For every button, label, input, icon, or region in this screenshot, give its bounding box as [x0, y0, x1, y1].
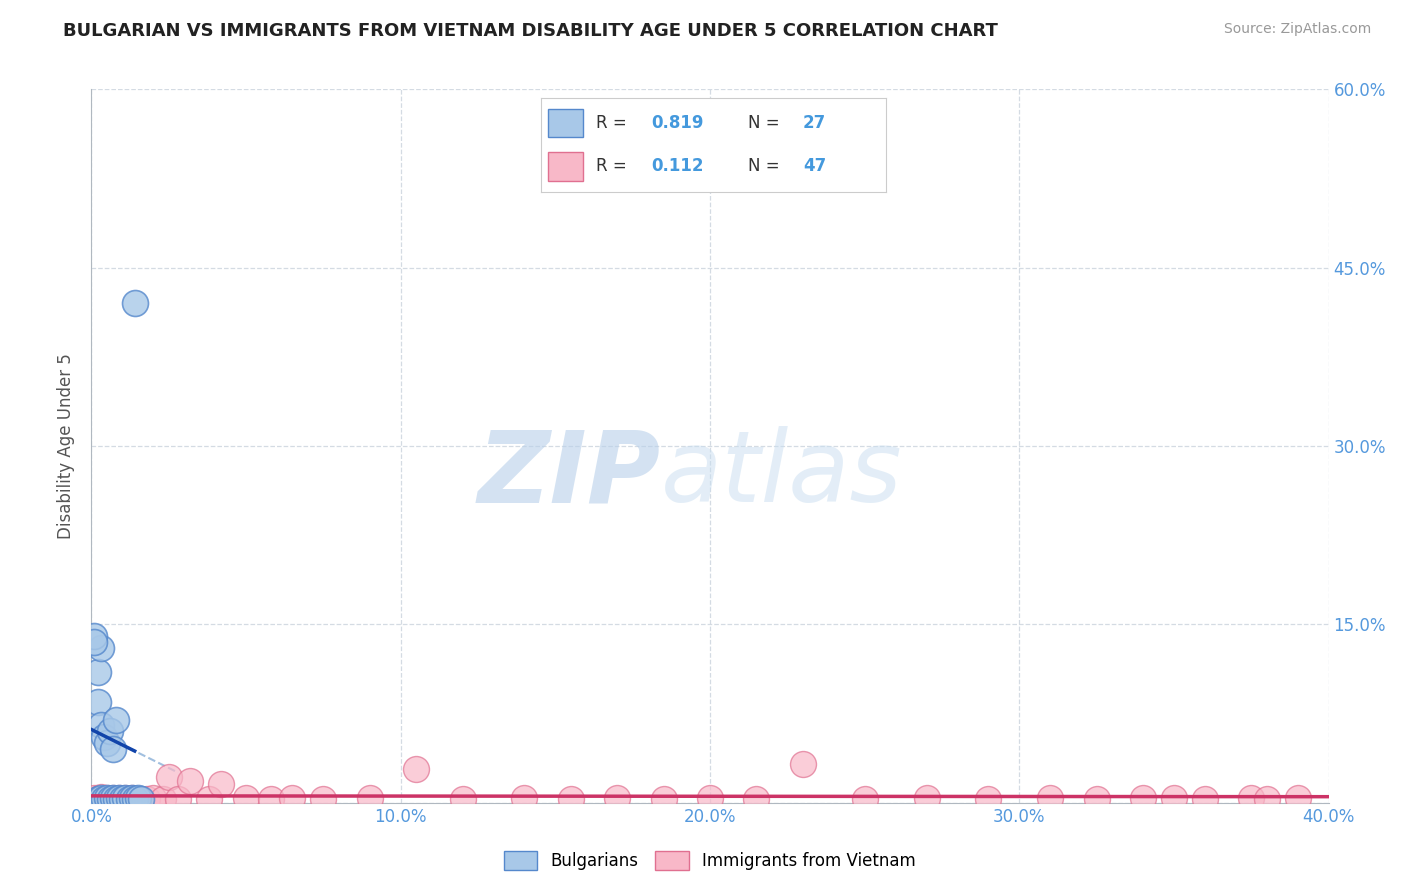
Point [93, 792, 115, 806]
Point [209, 777, 232, 791]
Point [652, 792, 675, 806]
Point [101, 791, 124, 805]
Text: N =: N = [748, 114, 785, 132]
Point [96, 791, 118, 805]
Point [111, 792, 134, 806]
Point [83, 629, 105, 643]
Text: R =: R = [596, 114, 633, 132]
Point [560, 792, 582, 806]
Point [105, 792, 128, 806]
Point [121, 791, 143, 805]
Point [977, 792, 1000, 806]
Point [93, 731, 115, 745]
Text: atlas: atlas [661, 426, 903, 523]
Point [93, 792, 115, 806]
Legend: Bulgarians, Immigrants from Vietnam: Bulgarians, Immigrants from Vietnam [498, 844, 922, 877]
Point [96, 736, 118, 750]
Point [198, 792, 221, 806]
Point [83, 791, 105, 805]
Point [853, 792, 876, 806]
Point [86, 695, 108, 709]
Point [98, 792, 121, 806]
Point [101, 791, 124, 805]
Text: 0.819: 0.819 [651, 114, 704, 132]
Point [108, 791, 131, 805]
Point [98, 792, 121, 806]
Point [101, 742, 124, 756]
Point [1286, 791, 1309, 805]
Point [1132, 791, 1154, 805]
Text: BULGARIAN VS IMMIGRANTS FROM VIETNAM DISABILITY AGE UNDER 5 CORRELATION CHART: BULGARIAN VS IMMIGRANTS FROM VIETNAM DIS… [63, 22, 998, 40]
Point [86, 792, 108, 806]
Text: ZIP: ZIP [478, 426, 661, 523]
Point [915, 791, 938, 805]
Point [235, 791, 257, 805]
Point [312, 792, 335, 806]
Point [90, 641, 112, 656]
Point [90, 718, 112, 732]
Point [167, 792, 190, 806]
Text: 0.112: 0.112 [651, 158, 704, 176]
Point [157, 770, 180, 784]
Point [105, 792, 128, 806]
Point [114, 791, 136, 805]
Text: 27: 27 [803, 114, 827, 132]
Point [90, 789, 112, 804]
Point [108, 791, 131, 805]
Point [792, 756, 814, 771]
Point [260, 792, 283, 806]
Point [1256, 792, 1278, 806]
Point [114, 791, 136, 805]
Point [105, 713, 128, 727]
Point [90, 791, 112, 805]
Text: 47: 47 [803, 158, 827, 176]
Point [121, 791, 143, 805]
Point [1039, 791, 1062, 805]
Text: R =: R = [596, 158, 633, 176]
Text: Source: ZipAtlas.com: Source: ZipAtlas.com [1223, 22, 1371, 37]
Point [179, 774, 201, 789]
Point [513, 791, 536, 805]
Bar [548, 153, 582, 180]
Point [1194, 792, 1216, 806]
Point [127, 792, 149, 806]
Point [124, 296, 146, 310]
Point [1240, 791, 1263, 805]
Point [86, 792, 108, 806]
Point [96, 791, 118, 805]
Y-axis label: Disability Age Under 5: Disability Age Under 5 [58, 353, 76, 539]
Point [117, 792, 139, 806]
Point [451, 792, 474, 806]
Point [111, 792, 134, 806]
Point [98, 724, 121, 739]
Point [127, 791, 149, 805]
Point [699, 791, 721, 805]
Point [606, 791, 628, 805]
Point [1163, 791, 1185, 805]
Point [1085, 792, 1108, 806]
Point [745, 792, 768, 806]
Point [359, 791, 381, 805]
Point [129, 792, 152, 806]
Point [136, 792, 159, 806]
Point [86, 665, 108, 679]
Bar [548, 110, 582, 137]
Point [117, 792, 139, 806]
Point [405, 763, 427, 777]
Point [281, 791, 304, 805]
Text: N =: N = [748, 158, 785, 176]
Point [142, 791, 165, 805]
Point [124, 792, 146, 806]
Point [152, 792, 174, 806]
Point [83, 635, 105, 649]
